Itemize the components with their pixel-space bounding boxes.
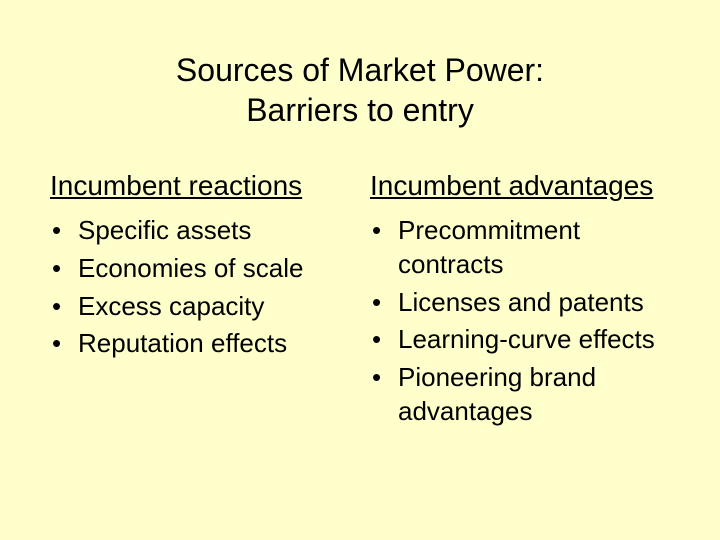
right-heading: Incumbent advantages	[370, 170, 670, 202]
left-heading: Incumbent reactions	[50, 170, 350, 202]
list-item-text: Excess capacity	[78, 291, 264, 321]
right-list: • Precommitment contracts • Licenses and…	[370, 214, 670, 429]
list-item: • Reputation effects	[50, 327, 350, 361]
list-item-text: Pioneering brand advantages	[398, 362, 596, 426]
slide: Sources of Market Power: Barriers to ent…	[0, 0, 720, 540]
list-item-text: Learning-curve effects	[398, 324, 655, 354]
bullet-icon: •	[372, 286, 381, 320]
bullet-icon: •	[372, 323, 381, 357]
list-item-text: Specific assets	[78, 215, 251, 245]
list-item-text: Reputation effects	[78, 328, 287, 358]
bullet-icon: •	[52, 214, 61, 248]
bullet-icon: •	[372, 361, 381, 395]
list-item-text: Precommitment contracts	[398, 215, 580, 279]
list-item: • Excess capacity	[50, 290, 350, 324]
list-item: • Economies of scale	[50, 252, 350, 286]
columns: Incumbent reactions • Specific assets • …	[50, 170, 670, 433]
bullet-icon: •	[372, 214, 381, 248]
left-list: • Specific assets • Economies of scale •…	[50, 214, 350, 361]
list-item: • Learning-curve effects	[370, 323, 670, 357]
right-column: Incumbent advantages • Precommitment con…	[370, 170, 670, 433]
list-item: • Licenses and patents	[370, 286, 670, 320]
left-column: Incumbent reactions • Specific assets • …	[50, 170, 350, 433]
bullet-icon: •	[52, 327, 61, 361]
list-item: • Precommitment contracts	[370, 214, 670, 282]
title-line-2: Barriers to entry	[246, 92, 474, 128]
bullet-icon: •	[52, 252, 61, 286]
bullet-icon: •	[52, 290, 61, 324]
list-item-text: Licenses and patents	[398, 287, 644, 317]
slide-title: Sources of Market Power: Barriers to ent…	[50, 50, 670, 130]
title-line-1: Sources of Market Power:	[176, 52, 544, 88]
list-item-text: Economies of scale	[78, 253, 303, 283]
list-item: • Specific assets	[50, 214, 350, 248]
list-item: • Pioneering brand advantages	[370, 361, 670, 429]
